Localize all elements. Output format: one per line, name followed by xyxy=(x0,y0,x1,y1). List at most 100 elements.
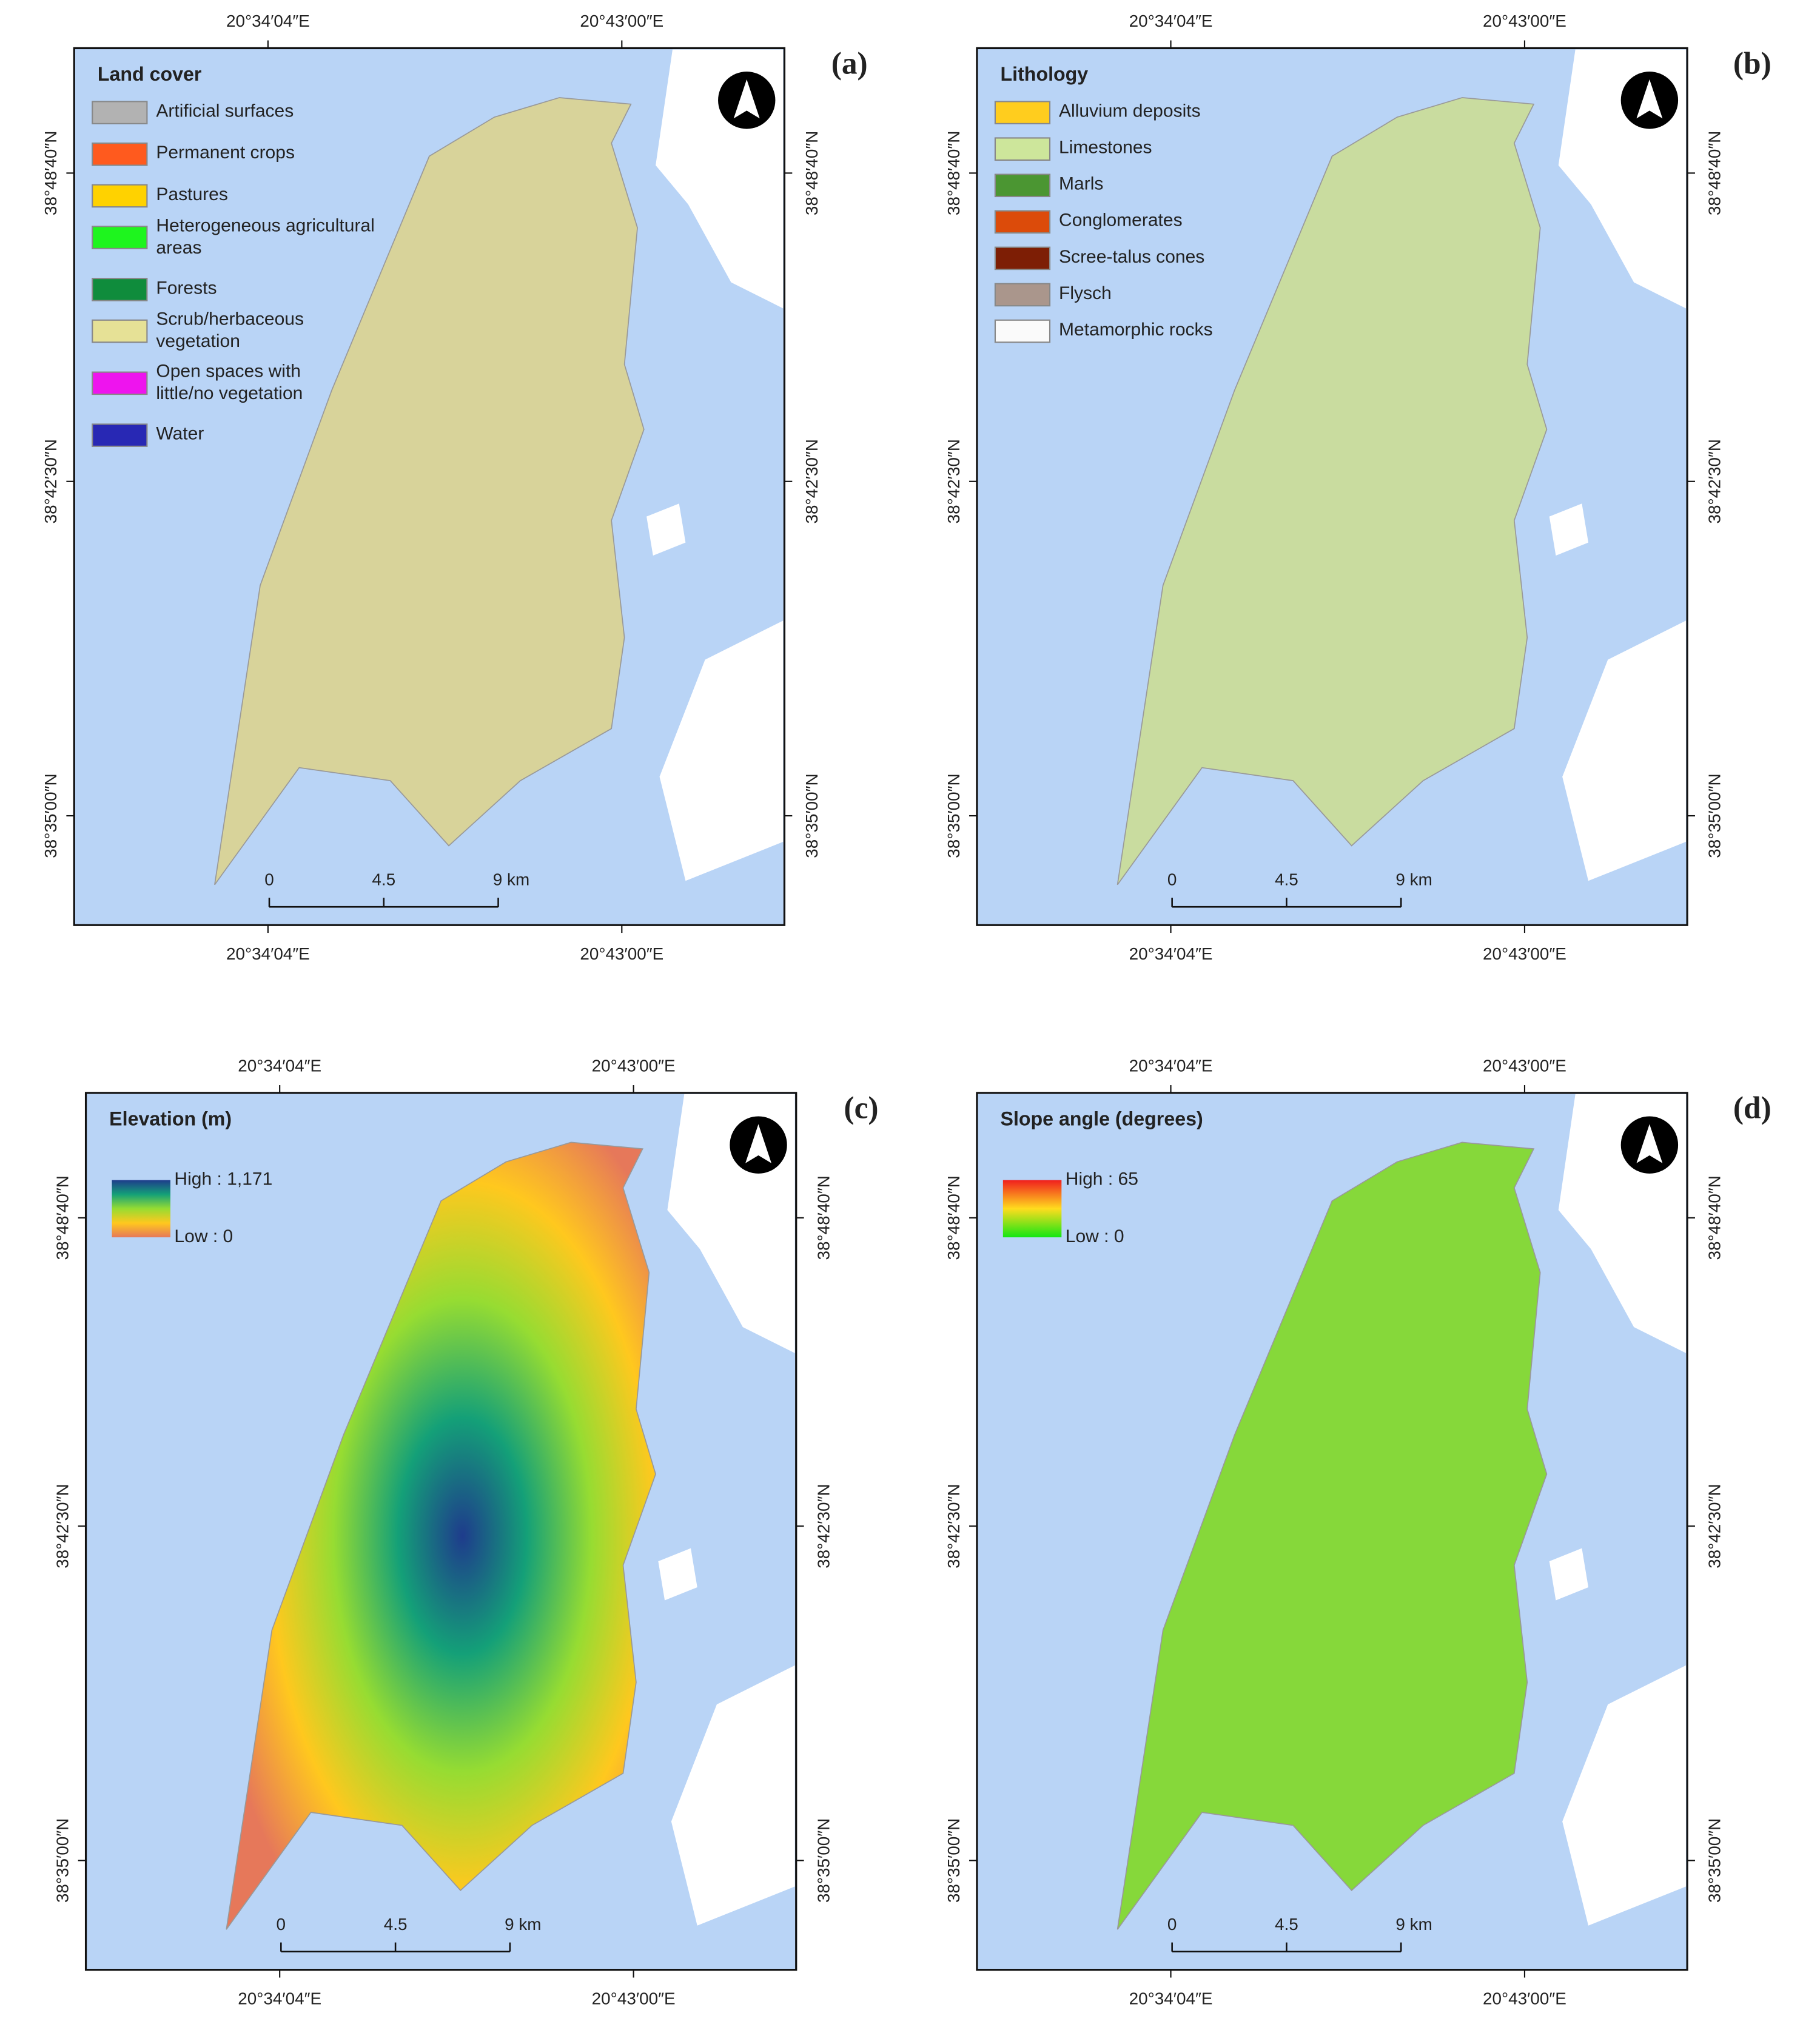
legend-line: Conglomerates xyxy=(1059,210,1183,230)
lat-label: 38°42′30″N xyxy=(41,439,60,523)
legend-label: Conglomerates xyxy=(1059,210,1183,230)
north-arrow xyxy=(745,1124,771,1163)
north-arrow xyxy=(733,79,760,119)
panel-label: (d) xyxy=(1733,1091,1771,1126)
legend-label: Scrub/herbaceous vegetation xyxy=(156,309,304,351)
legend-line: areas xyxy=(156,238,201,258)
legend-line: little/no vegetation xyxy=(156,383,303,403)
lat-label: 38°42′30″N xyxy=(944,439,963,523)
legend-swatch xyxy=(994,137,1051,161)
legend-title: Land cover xyxy=(98,63,202,85)
lat-label: 38°42′30″N xyxy=(944,1484,963,1568)
lon-label: 20°43′00″E xyxy=(580,12,663,30)
lon-label: 20°34′04″E xyxy=(226,12,310,30)
scale-label: 9 km xyxy=(1395,1915,1432,1934)
lon-label: 20°34′04″E xyxy=(1129,12,1213,30)
scale-label: 0 xyxy=(264,870,274,889)
lon-label: 20°34′04″E xyxy=(238,1989,321,2008)
mainland xyxy=(659,620,784,881)
map-panel: Elevation (m) High : 1,171 Low : 0 (c) 20°34… xyxy=(53,1056,878,2008)
legend-label: Permanent crops xyxy=(156,143,295,163)
legend-swatch xyxy=(92,371,148,395)
legend-line: Flysch xyxy=(1059,283,1112,303)
lat-label: 38°48′40″N xyxy=(814,1175,833,1260)
lon-label: 20°43′00″E xyxy=(1483,944,1566,963)
islet xyxy=(658,1548,697,1601)
mainland xyxy=(1562,620,1686,881)
legend-swatch xyxy=(92,278,148,301)
lon-label: 20°43′00″E xyxy=(1483,12,1566,30)
legend-swatch xyxy=(994,319,1051,343)
north-arrow xyxy=(1636,79,1663,119)
legend-line: Artificial surfaces xyxy=(156,101,294,121)
legend-swatch xyxy=(994,210,1051,234)
legend-swatch xyxy=(92,423,148,447)
scale-label: 4.5 xyxy=(1275,870,1298,889)
mainland xyxy=(1562,1665,1686,1926)
legend-line: Pastures xyxy=(156,184,227,204)
scale-label: 0 xyxy=(1167,870,1177,889)
panel-label: (b) xyxy=(1733,46,1771,81)
island xyxy=(214,97,645,886)
legend-label: Alluvium deposits xyxy=(1059,101,1201,121)
lat-label: 38°42′30″N xyxy=(814,1484,833,1568)
scale-label: 0 xyxy=(1167,1915,1177,1934)
lon-label: 20°34′04″E xyxy=(226,944,310,963)
legend-swatch xyxy=(92,184,148,208)
lon-label: 20°34′04″E xyxy=(1129,944,1213,963)
legend-label: Water xyxy=(156,423,204,443)
legend-line: Limestones xyxy=(1059,138,1152,158)
legend-ramp xyxy=(1002,1180,1062,1238)
mainland xyxy=(671,1665,795,1926)
panel-label: (c) xyxy=(844,1091,878,1126)
island xyxy=(226,1141,656,1930)
lat-label: 38°35′00″N xyxy=(1705,1818,1724,1903)
lon-label: 20°43′00″E xyxy=(1483,1989,1566,2008)
islet xyxy=(646,503,686,556)
legend-swatch xyxy=(994,173,1051,198)
lat-label: 38°48′40″N xyxy=(802,131,821,215)
legend-line: Open spaces with xyxy=(156,361,301,381)
scale-label: 9 km xyxy=(505,1915,541,1934)
islet xyxy=(1549,503,1589,556)
legend-title: Elevation (m) xyxy=(109,1108,232,1129)
lat-label: 38°42′30″N xyxy=(802,439,821,523)
legend-label: Flysch xyxy=(1059,283,1112,303)
legend-title: Lithology xyxy=(1001,63,1089,85)
legend-low: Low : 0 xyxy=(1066,1226,1124,1246)
lat-label: 38°35′00″N xyxy=(802,773,821,858)
legend-high: High : 65 xyxy=(1066,1169,1138,1189)
legend-label: Forests xyxy=(156,278,217,298)
legend-label: Scree-talus cones xyxy=(1059,247,1204,267)
lon-label: 20°43′00″E xyxy=(580,944,663,963)
legend-line: Water xyxy=(156,423,204,443)
lon-label: 20°43′00″E xyxy=(1483,1056,1566,1075)
legend-line: Metamorphic rocks xyxy=(1059,320,1213,340)
lon-label: 20°34′04″E xyxy=(238,1056,321,1075)
lat-label: 38°42′30″N xyxy=(1705,439,1724,523)
lat-label: 38°35′00″N xyxy=(53,1818,72,1903)
island xyxy=(1116,1141,1548,1930)
scale-label: 4.5 xyxy=(384,1915,408,1934)
lat-label: 38°42′30″N xyxy=(53,1484,72,1568)
legend-swatch xyxy=(92,319,148,343)
legend-label: Artificial surfaces xyxy=(156,101,294,121)
scale-label: 9 km xyxy=(1395,870,1432,889)
legend-line: Heterogeneous agricultural xyxy=(156,215,374,235)
legend-label: Open spaces with little/no vegetation xyxy=(156,361,303,403)
panel-label: (a) xyxy=(831,46,868,81)
legend-title: Slope angle (degrees) xyxy=(1001,1108,1203,1129)
lon-label: 20°43′00″E xyxy=(592,1989,676,2008)
legend-swatch xyxy=(994,101,1051,124)
legend-line: Marls xyxy=(1059,174,1103,194)
legend-swatch xyxy=(92,226,148,249)
map-panel: Land cover Artificial surfaces Permanent c… xyxy=(41,12,868,963)
lat-label: 38°48′40″N xyxy=(944,131,963,215)
legend-line: Scrub/herbaceous xyxy=(156,309,304,329)
legend-swatch xyxy=(994,246,1051,271)
lat-label: 38°48′40″N xyxy=(41,131,60,215)
island xyxy=(1116,97,1548,886)
scale-label: 0 xyxy=(277,1915,286,1934)
legend-label: Heterogeneous agricultural areas xyxy=(156,215,374,257)
